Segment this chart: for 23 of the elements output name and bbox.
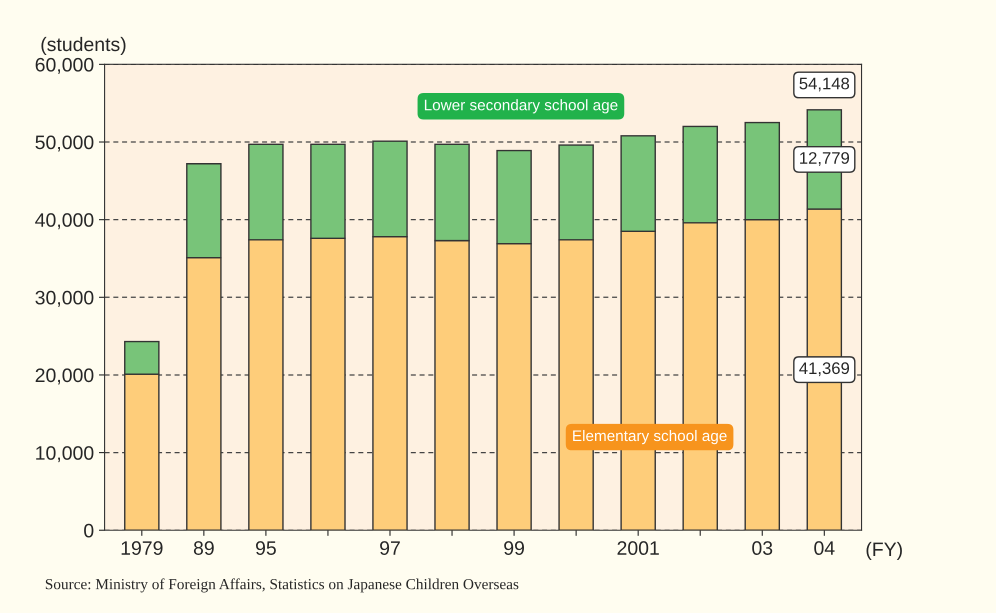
y-axis-title: (students) (41, 36, 126, 56)
x-axis-title: (FY) (866, 542, 902, 560)
x-tick-label: 2001 (618, 541, 659, 555)
data-label: 12,779 (800, 152, 850, 166)
y-tick-label: 60,000 (36, 58, 94, 74)
source-note: Source: Ministry of Foreign Affairs, Statistics on Japanese Children Overseas (46, 578, 518, 592)
x-tick-label: 03 (752, 541, 772, 555)
series-label: Lower secondary school age (424, 99, 618, 114)
x-tick-label: 95 (256, 541, 276, 555)
y-tick-label: 0 (84, 524, 94, 538)
x-tick-label: 89 (194, 541, 214, 555)
y-tick-label: 50,000 (35, 135, 94, 152)
data-label: 41,369 (799, 362, 850, 376)
y-tick-label: 30,000 (35, 290, 94, 307)
y-tick-label: 10,000 (36, 446, 94, 462)
x-tick-label: 1979 (122, 541, 163, 555)
total-label: 54,148 (799, 78, 850, 92)
series-label: Elementary school age (573, 430, 727, 444)
y-tick-label: 20,000 (36, 368, 94, 384)
x-tick-label: 99 (504, 541, 524, 555)
x-tick-label: 97 (380, 541, 400, 555)
y-tick-label: 40,000 (35, 213, 94, 230)
x-tick-label: 04 (814, 541, 835, 555)
